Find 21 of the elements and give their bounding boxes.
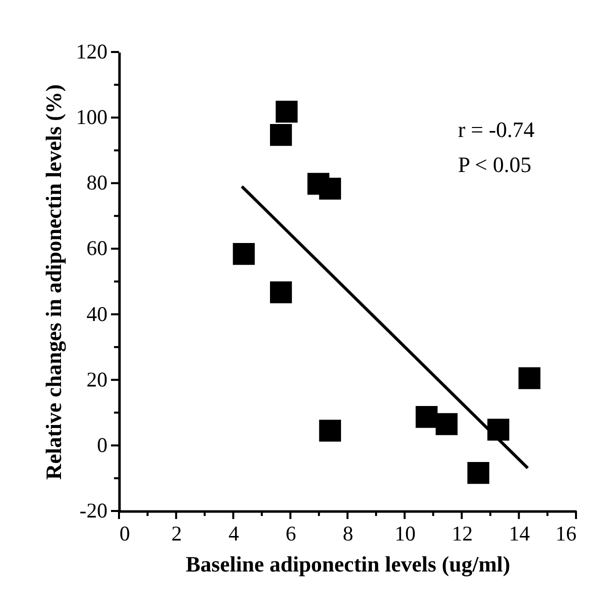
annotation: r = -0.74 [458, 117, 535, 142]
y-tick-label: 20 [86, 367, 108, 392]
x-tick-label: 14 [508, 522, 530, 546]
x-tick-label: 4 [228, 522, 240, 546]
x-tick-label: 2 [171, 522, 182, 546]
y-tick-label: 0 [97, 432, 108, 457]
y-tick-label: 100 [76, 105, 108, 130]
y-tick-label: 80 [86, 170, 108, 195]
x-tick-label: 6 [286, 522, 296, 546]
y-tick-label: 60 [86, 236, 108, 260]
y-tick-label: 120 [76, 40, 108, 64]
y-axis-title: Relative changes in adiponectin levels (%) [41, 84, 66, 480]
y-tick-label: -20 [80, 498, 108, 522]
x-tick-label: 0 [120, 522, 130, 546]
annotation: P < 0.05 [458, 152, 532, 177]
x-tick-label: 10 [394, 522, 416, 546]
x-tick-label: 12 [452, 522, 473, 546]
x-tick-label: 8 [342, 522, 354, 546]
x-axis-title: Baseline adiponectin levels (ug/ml) [186, 552, 510, 576]
x-tick-label: 16 [556, 522, 576, 546]
y-tick-label: 40 [86, 302, 108, 326]
